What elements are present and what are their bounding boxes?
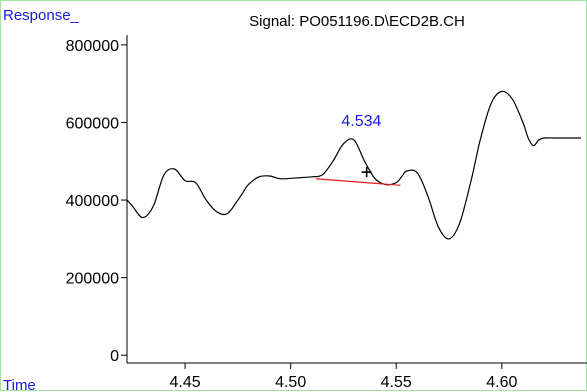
trace-layer [126,90,581,240]
axes: 0 200000 400000 600000 800000 4.45 4.50 4.55 4.6… [66,35,587,391]
x-tick-label: 4.50 [275,374,306,391]
x-tick-label: 4.45 [169,374,200,391]
annotation-layer: 4.534 [315,113,401,186]
x-tick-label: 4.55 [381,374,412,391]
y-tick-label: 800000 [66,38,119,55]
x-tick-label: 4.60 [486,374,517,391]
chart-title: Signal: PO051196.D\ECD2B.CH [249,13,465,30]
signal-trace [126,90,581,240]
peak-apex-marker [361,167,372,178]
peak-label: 4.534 [341,113,381,130]
y-tick-label: 0 [110,348,119,365]
y-tick-label: 600000 [66,115,119,132]
y-axis-label: Response_ [3,7,80,24]
y-tick-label: 200000 [66,271,119,288]
x-axis-label: Time [3,377,36,392]
y-tick-label: 400000 [66,193,119,210]
integration-baseline [315,178,401,186]
